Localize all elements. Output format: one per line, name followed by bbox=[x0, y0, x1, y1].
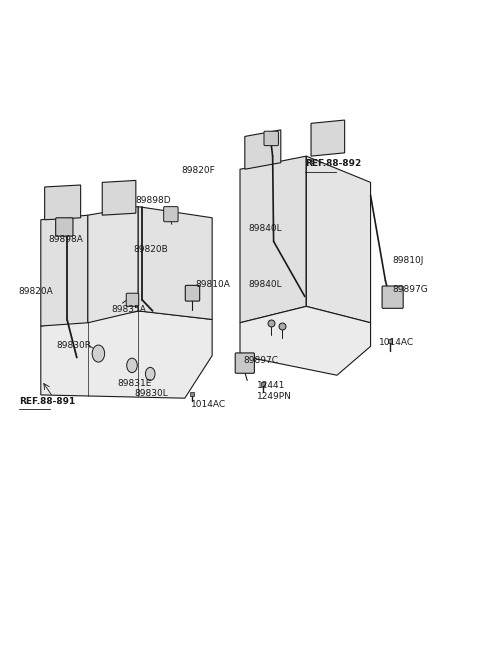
Polygon shape bbox=[102, 180, 136, 215]
FancyBboxPatch shape bbox=[56, 218, 73, 236]
Text: 89830R: 89830R bbox=[57, 341, 92, 350]
Polygon shape bbox=[45, 185, 81, 220]
Text: 89898A: 89898A bbox=[48, 235, 83, 244]
Polygon shape bbox=[306, 156, 371, 323]
Text: 1249PN: 1249PN bbox=[257, 392, 292, 401]
Text: 1014AC: 1014AC bbox=[379, 338, 414, 347]
Text: REF.88-891: REF.88-891 bbox=[19, 397, 75, 406]
Text: REF.88-892: REF.88-892 bbox=[305, 159, 361, 169]
Polygon shape bbox=[138, 207, 212, 319]
Polygon shape bbox=[88, 207, 138, 323]
Circle shape bbox=[145, 367, 155, 380]
FancyBboxPatch shape bbox=[382, 286, 403, 308]
Polygon shape bbox=[41, 215, 88, 326]
Text: 89820A: 89820A bbox=[18, 287, 53, 297]
Polygon shape bbox=[240, 306, 371, 375]
Text: 89830L: 89830L bbox=[134, 389, 168, 398]
Text: 89820F: 89820F bbox=[181, 166, 215, 175]
Text: 89831E: 89831E bbox=[118, 379, 152, 388]
Text: 89840L: 89840L bbox=[249, 279, 282, 289]
Text: 89810A: 89810A bbox=[196, 279, 231, 289]
Text: 1014AC: 1014AC bbox=[191, 400, 226, 409]
Text: 89897G: 89897G bbox=[393, 285, 428, 295]
Text: 89820B: 89820B bbox=[133, 245, 168, 254]
Text: 89840L: 89840L bbox=[249, 224, 282, 233]
FancyBboxPatch shape bbox=[164, 207, 178, 222]
Polygon shape bbox=[245, 130, 281, 169]
Circle shape bbox=[127, 358, 137, 373]
Circle shape bbox=[92, 345, 105, 362]
FancyBboxPatch shape bbox=[235, 353, 254, 373]
Text: 89835A: 89835A bbox=[112, 305, 147, 314]
Text: 89897C: 89897C bbox=[244, 356, 279, 365]
Text: 12441: 12441 bbox=[257, 381, 285, 390]
Text: 89810J: 89810J bbox=[393, 256, 424, 265]
FancyBboxPatch shape bbox=[126, 293, 139, 306]
FancyBboxPatch shape bbox=[264, 131, 278, 146]
FancyBboxPatch shape bbox=[185, 285, 200, 301]
Text: 89898D: 89898D bbox=[135, 195, 171, 205]
Polygon shape bbox=[240, 156, 306, 323]
Polygon shape bbox=[41, 311, 212, 398]
Polygon shape bbox=[311, 120, 345, 156]
